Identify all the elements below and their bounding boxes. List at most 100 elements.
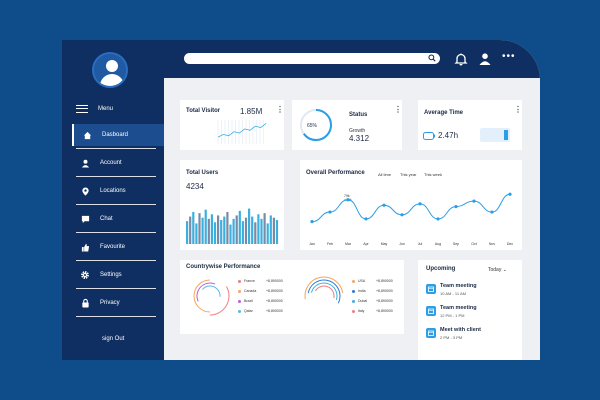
- performance-line-chart: Jan Feb Mar Apr May Jun Jul Aug Sep Oct Nov Dec: [309, 192, 513, 246]
- chat-icon: [80, 214, 90, 224]
- event-item[interactable]: Team meeting 10 AM - 11 AM: [426, 282, 516, 300]
- more-vertical-icon[interactable]: ⋮: [514, 105, 522, 114]
- more-dots-icon[interactable]: •••: [502, 51, 516, 62]
- series-line: [311, 193, 511, 223]
- country-row: France +8,890000: [238, 278, 296, 286]
- event-item[interactable]: Team meeting 12 PM - 1 PM: [426, 304, 516, 322]
- menu-toggle[interactable]: Menu: [76, 102, 156, 116]
- avatar[interactable]: [92, 52, 128, 88]
- sidebar-item-favourite[interactable]: Favourite: [72, 236, 164, 258]
- bar: [269, 215, 272, 244]
- card-title: Average Time: [424, 110, 464, 116]
- data-point: [328, 210, 332, 214]
- event-item[interactable]: Meet with client 2 PM - 3 PM: [426, 326, 516, 344]
- legend-dot: [238, 280, 241, 283]
- country-row: USA +8,890000: [352, 278, 404, 286]
- x-tick-label: Dec: [507, 242, 513, 246]
- growth-label: Growth: [349, 128, 366, 134]
- lock-icon: [80, 298, 90, 308]
- card-status: 65% Status Growth 4.312 ⋮: [292, 100, 402, 150]
- bar: [272, 217, 275, 244]
- sidebar-item-settings[interactable]: Settings: [72, 264, 164, 286]
- country-row: Canada +8,890000: [238, 288, 296, 296]
- calendar-icon: [426, 306, 436, 316]
- data-point: [364, 217, 368, 221]
- bar: [238, 210, 241, 244]
- filter-dropdown[interactable]: Today ⌄: [488, 267, 507, 273]
- bar: [254, 222, 257, 244]
- bar: [244, 217, 248, 244]
- bell-icon[interactable]: [454, 52, 468, 66]
- data-point: [418, 202, 422, 206]
- gear-icon: [80, 270, 90, 280]
- bar: [241, 221, 244, 244]
- more-vertical-icon[interactable]: ⋮: [276, 105, 284, 114]
- country-value: +8,890000: [266, 309, 283, 313]
- bar: [198, 213, 201, 244]
- status-percent: 65%: [307, 123, 318, 129]
- x-tick-label: Jun: [399, 242, 405, 246]
- card-title: Countrywise Performance: [186, 264, 261, 270]
- sidebar-item-chat[interactable]: Chat: [72, 208, 164, 230]
- sidebar-item-account[interactable]: Account: [72, 152, 164, 174]
- sidebar-item-dashboard[interactable]: Dasboard: [72, 124, 164, 146]
- chevron-down-icon: ⌄: [502, 267, 507, 273]
- country-name: Canada: [244, 289, 257, 293]
- country-value: +8,890000: [376, 299, 393, 303]
- more-vertical-icon[interactable]: ⋮: [394, 105, 402, 114]
- sidebar-item-locations[interactable]: Locations: [72, 180, 164, 202]
- data-point: [454, 204, 458, 209]
- card-title: Overall Performance: [306, 170, 365, 176]
- sign-out-button[interactable]: sign Out: [102, 336, 125, 342]
- sidebar-item-label: Locations: [100, 188, 126, 194]
- country-value: +8,890000: [266, 279, 283, 283]
- sidebar-item-privacy[interactable]: Privacy: [72, 292, 164, 314]
- user-icon[interactable]: [478, 52, 492, 66]
- country-ring-chart-left: [190, 276, 230, 316]
- thumbs-up-icon: [80, 242, 90, 252]
- x-tick-label: Apr: [363, 242, 369, 246]
- bar: [229, 224, 232, 244]
- country-name: India: [358, 289, 366, 293]
- bar: [248, 208, 251, 244]
- sidebar-item-label: Settings: [100, 272, 122, 278]
- country-value: +8,890000: [376, 309, 393, 313]
- card-total-visitor: Total Visitor 1.85M ⋮: [180, 100, 284, 150]
- x-tick-label: Feb: [327, 242, 333, 246]
- top-bar: •••: [164, 40, 540, 78]
- search-icon[interactable]: [428, 54, 436, 62]
- tab-this-week[interactable]: This week: [424, 172, 443, 177]
- average-time-value: 2.47h: [438, 131, 459, 140]
- card-average-time: Average Time ⋮ 2.47h: [418, 100, 522, 150]
- menu-label: Menu: [98, 106, 114, 112]
- country-row: India +8,890000: [352, 288, 404, 296]
- data-point: [472, 199, 476, 203]
- bar: [275, 220, 279, 244]
- x-tick-label: Nov: [489, 242, 495, 246]
- tab-all-time[interactable]: All time: [378, 172, 392, 177]
- legend-dot: [352, 300, 355, 303]
- hamburger-icon: [76, 105, 88, 113]
- bar: [217, 215, 220, 244]
- card-title: Upcoming: [426, 266, 456, 272]
- filter-label: Today: [488, 267, 502, 273]
- home-icon: [82, 130, 92, 140]
- sidebar-item-label: Account: [100, 160, 122, 166]
- search-input[interactable]: [184, 53, 440, 64]
- data-point: [400, 213, 404, 217]
- legend-dot: [352, 310, 355, 313]
- battery-icon: [423, 132, 435, 140]
- bar: [257, 214, 260, 244]
- tab-this-year[interactable]: This year: [400, 172, 417, 177]
- x-tick-label: Mar: [345, 242, 352, 246]
- bar: [263, 213, 266, 244]
- card-title: Total Visitor: [186, 108, 221, 114]
- x-tick-label: Jul: [418, 242, 423, 246]
- bar: [235, 215, 238, 244]
- bar: [220, 220, 223, 244]
- users-bar-chart: [186, 208, 279, 244]
- event-title: Meet with client: [440, 327, 481, 333]
- country-name: Brazil: [244, 299, 253, 303]
- location-pin-icon: [80, 186, 90, 196]
- country-value: +8,890000: [266, 289, 283, 293]
